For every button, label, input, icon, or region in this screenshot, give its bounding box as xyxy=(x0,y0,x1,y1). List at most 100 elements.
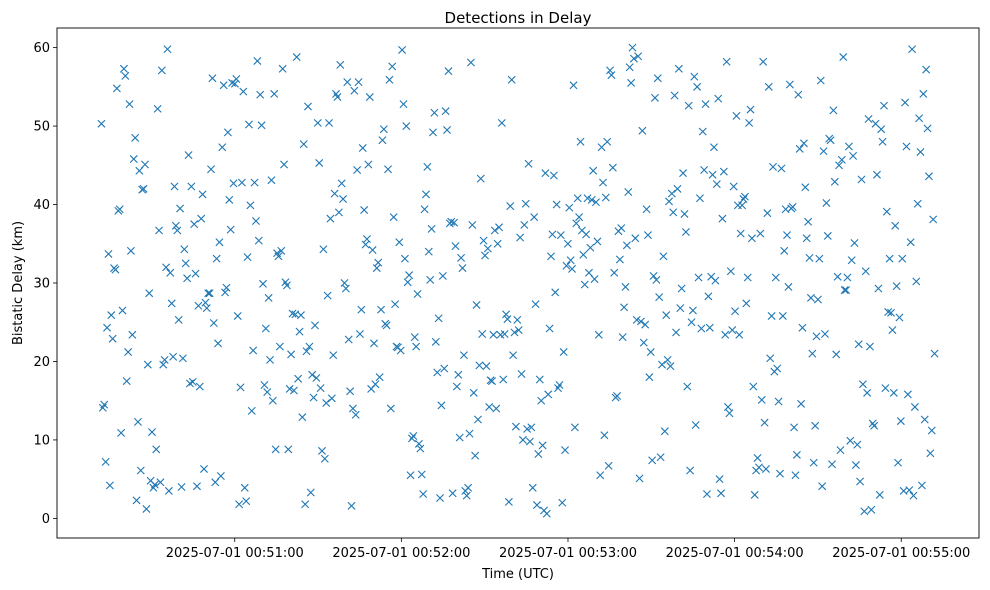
data-point xyxy=(493,239,502,248)
data-point xyxy=(903,390,912,399)
data-point xyxy=(538,441,547,450)
data-point xyxy=(863,388,872,397)
data-point xyxy=(563,239,572,248)
data-point xyxy=(145,289,154,298)
data-point xyxy=(448,489,457,498)
data-point xyxy=(521,199,530,208)
data-point xyxy=(714,94,723,103)
data-point xyxy=(350,86,359,95)
data-point xyxy=(805,253,814,262)
data-point xyxy=(204,289,213,298)
data-point xyxy=(500,330,509,338)
data-point xyxy=(299,140,308,149)
data-point xyxy=(329,351,338,360)
data-point xyxy=(468,220,477,229)
data-point xyxy=(874,284,883,293)
data-point xyxy=(341,284,350,293)
data-point xyxy=(551,288,560,297)
data-point xyxy=(906,238,915,247)
data-point xyxy=(222,283,231,292)
x-tick-label: 2025-07-01 00:54:00 xyxy=(666,546,804,561)
data-point xyxy=(745,118,754,127)
data-point xyxy=(534,450,543,459)
data-point xyxy=(318,446,326,455)
data-point xyxy=(190,220,199,229)
data-point xyxy=(310,321,319,330)
data-point xyxy=(246,201,255,210)
data-point xyxy=(143,360,152,369)
plot-frame xyxy=(56,27,980,539)
data-point xyxy=(542,509,551,518)
data-point xyxy=(343,78,352,87)
data-point xyxy=(427,224,436,233)
data-point xyxy=(400,254,409,263)
data-point xyxy=(325,118,334,127)
data-point xyxy=(510,328,519,337)
data-point xyxy=(665,197,674,206)
data-point xyxy=(548,230,557,239)
data-point xyxy=(566,256,575,265)
data-point xyxy=(839,53,848,62)
data-point xyxy=(615,255,624,264)
data-point xyxy=(653,74,662,83)
data-point xyxy=(763,209,772,218)
data-point xyxy=(631,234,640,243)
data-point xyxy=(596,471,605,480)
y-tick-label: 0 xyxy=(42,512,50,527)
data-point xyxy=(115,205,124,214)
data-point xyxy=(226,225,235,234)
data-point xyxy=(270,89,279,98)
data-point xyxy=(280,160,289,169)
data-point xyxy=(229,179,238,188)
data-point xyxy=(305,342,314,351)
data-point xyxy=(520,220,529,229)
data-point xyxy=(105,481,114,490)
data-point xyxy=(672,328,681,337)
data-point xyxy=(704,292,713,301)
data-point xyxy=(702,490,711,499)
data-point xyxy=(112,84,121,93)
data-point xyxy=(518,435,527,444)
data-point xyxy=(591,198,600,207)
data-point xyxy=(691,421,700,430)
data-point xyxy=(239,87,248,96)
data-point xyxy=(732,111,741,120)
data-point xyxy=(887,308,896,317)
data-point xyxy=(402,122,411,131)
data-point xyxy=(926,449,935,458)
data-point xyxy=(908,45,917,54)
data-point xyxy=(150,480,159,489)
data-point xyxy=(610,268,619,277)
data-point xyxy=(466,58,475,67)
data-point xyxy=(277,246,286,255)
data-point xyxy=(916,147,925,156)
data-point xyxy=(483,244,492,253)
data-point xyxy=(580,280,589,289)
data-point xyxy=(444,67,453,76)
data-point xyxy=(139,184,148,193)
data-point xyxy=(715,475,724,484)
chart-title: Detections in Delay xyxy=(445,9,592,27)
data-point xyxy=(208,74,217,83)
y-tick-label: 60 xyxy=(33,41,50,56)
data-point xyxy=(884,308,893,317)
data-point xyxy=(798,323,807,332)
data-point xyxy=(726,267,735,276)
data-point xyxy=(693,82,702,91)
x-tick-label: 2025-07-01 00:53:00 xyxy=(499,546,637,561)
y-axis-label: Bistatic Delay (km) xyxy=(11,221,26,345)
data-point xyxy=(455,433,464,442)
data-point xyxy=(861,267,870,276)
data-point xyxy=(202,304,211,313)
data-point xyxy=(416,444,425,453)
data-point xyxy=(813,295,822,304)
data-point xyxy=(301,500,310,509)
data-point xyxy=(357,305,366,314)
data-point xyxy=(769,162,777,171)
data-point xyxy=(774,397,783,406)
data-point xyxy=(742,299,751,308)
data-point xyxy=(912,277,921,286)
data-point xyxy=(721,330,730,339)
data-point xyxy=(142,504,151,513)
data-point xyxy=(857,175,866,184)
